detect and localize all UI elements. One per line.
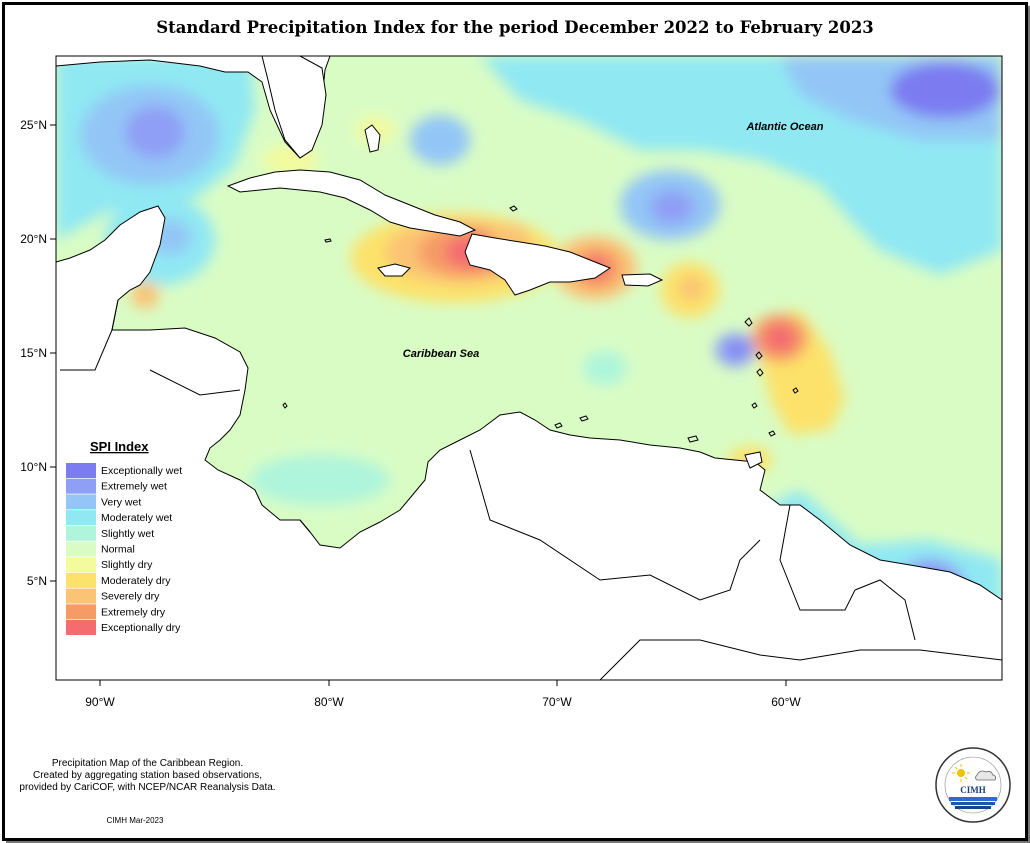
land-central-america — [56, 205, 1002, 680]
legend-swatch — [66, 620, 96, 635]
legend-label: Moderately dry — [101, 575, 171, 587]
cloud-icon — [975, 770, 997, 781]
border-panama — [299, 519, 311, 533]
wet-region-gulf-peak — [125, 106, 185, 158]
island-curacao — [579, 415, 589, 422]
border-belize — [111, 299, 119, 331]
legend-label: Very wet — [101, 496, 141, 508]
spi-field — [56, 56, 1002, 680]
legend-label: Normal — [101, 544, 135, 556]
sun-rays-icon — [952, 764, 970, 782]
land-andros — [364, 124, 381, 153]
country-borders — [60, 299, 1002, 680]
border-brazil — [599, 639, 1002, 680]
legend-title: SPI Index — [90, 439, 149, 454]
page-title: Standard Precipitation Index for the per… — [156, 18, 874, 37]
dry-region-belize — [131, 281, 159, 309]
dry-region-virgin-islands-core — [678, 276, 706, 300]
legend-swatch — [66, 604, 96, 620]
legend-swatch — [66, 572, 96, 588]
land-trinidad — [744, 451, 763, 469]
border-guatemala — [60, 329, 113, 371]
wet-region-antilles-core — [730, 342, 746, 356]
island-caymans — [324, 238, 332, 243]
footer-note-line2: Created by aggregating station based obs… — [32, 770, 263, 781]
lat-tick-label: 15°N — [20, 346, 47, 360]
wet-region-central-america — [250, 455, 390, 505]
island-barbados — [792, 387, 799, 394]
lon-tick-label: 60°W — [771, 695, 801, 709]
legend-swatch — [66, 557, 96, 573]
island-turks — [509, 205, 518, 212]
wet-region-atlantic-west-core — [650, 190, 694, 224]
legend-swatch — [66, 541, 96, 557]
lat-tick-label: 5°N — [27, 574, 47, 588]
ocean-label-atlantic: Atlantic Ocean — [745, 121, 823, 133]
lat-tick-label: 25°N — [20, 118, 47, 132]
island-lesser-antilles-2 — [755, 351, 763, 360]
border-suriname — [854, 579, 916, 641]
lat-tick-label: 20°N — [20, 232, 47, 246]
legend-label: Slightly wet — [101, 528, 154, 540]
logo-text: CIMH — [960, 785, 986, 795]
land-hispaniola — [464, 233, 612, 296]
small-islands — [282, 205, 799, 443]
axis-ticks: 25°N 20°N 15°N 10°N 5°N 90°W 80°W 70°W 60°W — [20, 118, 801, 709]
footer-note-line1: Precipitation Map of the Caribbean Regio… — [51, 758, 244, 769]
legend-label: Exceptionally wet — [101, 465, 182, 477]
island-aruba — [554, 422, 563, 429]
island-san-andres — [282, 402, 288, 409]
border-venezuela — [469, 449, 761, 601]
wet-region-bahamas — [410, 115, 470, 165]
footer-note-line3: provided by CariCOF, with NCEP/NCAR Rean… — [19, 782, 276, 793]
land-puerto-rico — [621, 273, 664, 287]
wet-region-caribbean-central — [583, 351, 627, 385]
border-honduras — [149, 369, 241, 396]
lat-tick-label: 10°N — [20, 460, 47, 474]
footer-credit: CIMH Mar-2023 — [106, 816, 164, 825]
legend-swatch — [66, 478, 96, 494]
legend-swatch — [66, 463, 96, 478]
lon-tick-label: 90°W — [85, 695, 115, 709]
cimh-logo: CIMH — [935, 747, 1011, 823]
lon-tick-label: 70°W — [542, 695, 572, 709]
island-grenada — [751, 402, 758, 409]
wet-region-atlantic-peak — [890, 62, 1000, 118]
sun-icon — [957, 769, 965, 777]
island-lesser-antilles-1 — [744, 317, 753, 327]
island-lesser-antilles-3 — [756, 368, 764, 377]
land-masses — [56, 56, 1002, 680]
island-tobago — [768, 430, 776, 437]
land-florida — [261, 56, 327, 159]
legend-label: Extremely wet — [101, 481, 167, 493]
legend-swatch — [66, 588, 96, 604]
land-jamaica — [377, 263, 411, 277]
legend-label: Slightly dry — [101, 559, 153, 571]
plot-border — [55, 55, 1003, 681]
island-margarita — [687, 435, 699, 443]
waves-icon — [949, 797, 997, 809]
legend-label: Extremely dry — [101, 606, 166, 618]
legend-label: Severely dry — [101, 591, 160, 603]
dry-region-windward-peak — [764, 324, 796, 352]
footer-note: Precipitation Map of the Caribbean Regio… — [10, 758, 285, 794]
legend-swatch — [66, 525, 96, 541]
legend-label: Exceptionally dry — [101, 622, 181, 634]
spi-legend: SPI Index Exceptionally wet Extremely wet… — [66, 439, 182, 635]
ocean-label-caribbean: Caribbean Sea — [403, 348, 479, 360]
legend-label: Moderately wet — [101, 512, 172, 524]
legend-swatch — [66, 494, 96, 510]
lon-tick-label: 80°W — [314, 695, 344, 709]
land-cuba — [226, 169, 477, 237]
legend-swatch — [66, 510, 96, 526]
border-guyana — [779, 504, 856, 611]
